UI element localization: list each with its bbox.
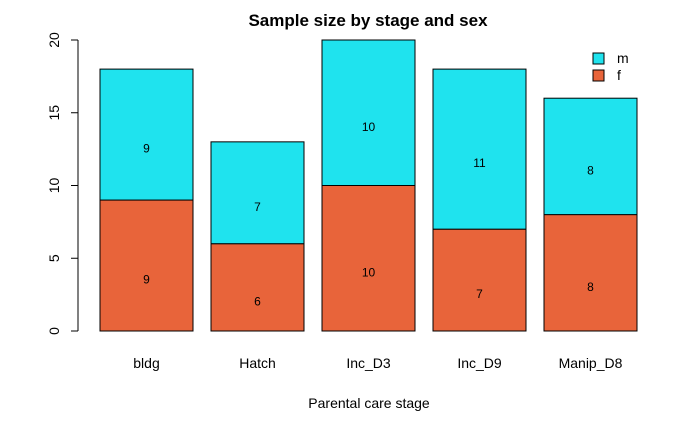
bar-f-Manip_D8 — [543, 214, 638, 332]
bar-f-Inc_D9 — [432, 228, 527, 332]
data-label-m-Inc_D9: 11 — [473, 156, 486, 170]
bars: 9 9 6 7 10 10 7 11 8 8 — [99, 39, 638, 332]
legend-swatch-m — [592, 52, 605, 65]
bar-m-Manip_D8 — [543, 97, 638, 216]
data-label-m-Inc_D3: 10 — [362, 120, 376, 134]
bar-m-Inc_D3 — [321, 39, 416, 186]
chart-title: Sample size by stage and sex — [248, 11, 488, 30]
data-label-m-Hatch: 7 — [254, 200, 261, 214]
x-tick-label: Hatch — [239, 355, 276, 371]
x-tick-label: Manip_D8 — [559, 355, 623, 371]
bar-m-Hatch — [210, 141, 305, 245]
y-tick-label: 20 — [46, 32, 62, 48]
data-label-f-bldg: 9 — [143, 273, 150, 287]
x-tick-label: bldg — [133, 355, 159, 371]
data-label-m-Manip_D8: 8 — [587, 163, 594, 177]
y-tick-label: 5 — [46, 254, 62, 262]
bar-f-Hatch — [210, 243, 305, 332]
bar-m-bldg — [99, 68, 194, 201]
y-axis: 0 5 10 15 20 — [46, 32, 79, 335]
x-tick-label: Inc_D9 — [457, 355, 502, 371]
bar-f-Inc_D3 — [321, 185, 416, 332]
legend-label-f: f — [617, 67, 621, 83]
legend-label-m: m — [617, 50, 629, 66]
y-tick-label: 0 — [46, 327, 62, 335]
bar-f-bldg — [99, 199, 194, 332]
data-label-m-bldg: 9 — [143, 142, 150, 156]
x-axis-label: Parental care stage — [308, 395, 430, 411]
x-tick-label: Inc_D3 — [346, 355, 391, 371]
legend-swatch-f — [592, 69, 605, 82]
data-label-f-Inc_D3: 10 — [362, 265, 376, 279]
data-label-f-Inc_D9: 7 — [476, 287, 483, 301]
data-label-f-Manip_D8: 8 — [587, 280, 594, 294]
legend: mf — [592, 50, 629, 83]
bar-m-Inc_D9 — [432, 68, 527, 230]
y-tick-label: 15 — [46, 105, 62, 121]
x-axis-tick-labels: bldg Hatch Inc_D3 Inc_D9 Manip_D8 — [133, 355, 622, 371]
data-label-f-Hatch: 6 — [254, 294, 261, 308]
y-tick-label: 10 — [46, 178, 62, 194]
